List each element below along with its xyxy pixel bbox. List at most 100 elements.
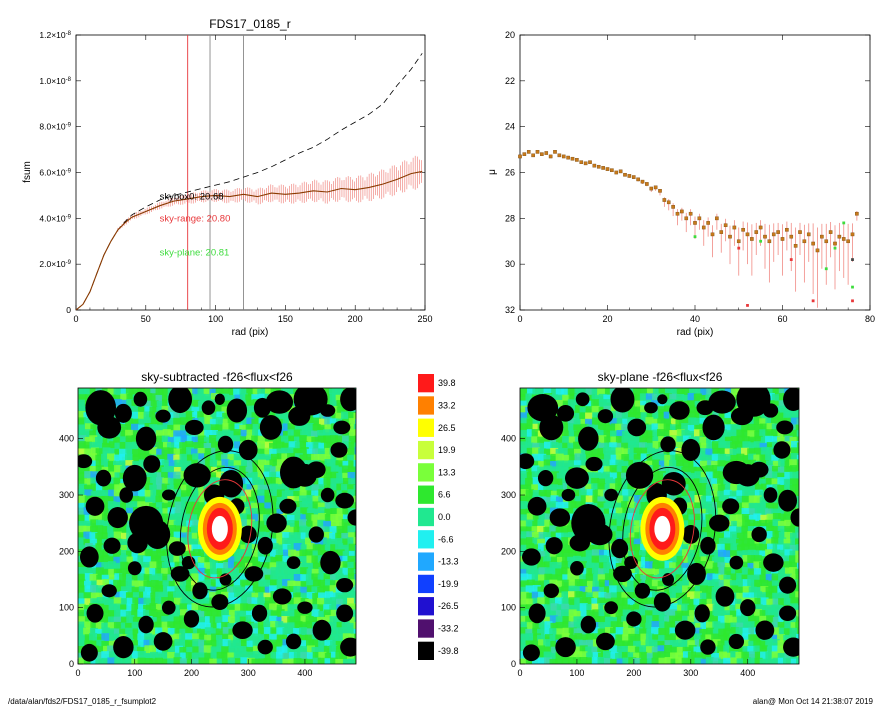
noise-pixel: [621, 477, 630, 486]
noise-pixel: [586, 639, 595, 648]
noise-pixel: [772, 634, 781, 643]
noise-pixel: [90, 592, 99, 601]
noise-pixel: [215, 579, 224, 588]
noise-pixel: [119, 628, 128, 637]
noise-pixel: [95, 454, 104, 463]
noise-pixel: [252, 477, 261, 486]
noise-pixel: [784, 453, 793, 462]
noise-pixel: [526, 543, 535, 552]
noise-pixel: [651, 657, 660, 664]
noise-pixel: [561, 586, 570, 595]
noise-pixel: [772, 400, 781, 409]
noise-pixel: [729, 598, 738, 607]
noise-pixel: [687, 400, 696, 409]
noise-pixel: [532, 562, 541, 571]
noise-pixel: [317, 454, 326, 463]
noise-pixel: [693, 466, 702, 475]
noise-pixel: [347, 484, 356, 493]
noise-pixel: [669, 609, 678, 618]
noise-pixel: [676, 604, 685, 613]
noise-pixel: [616, 615, 625, 624]
mu-x-tick-label: 40: [690, 314, 700, 324]
noise-pixel: [634, 502, 643, 511]
noise-pixel: [167, 627, 176, 636]
mu-point: [806, 232, 811, 237]
noise-pixel: [520, 598, 529, 607]
noise-pixel: [198, 657, 207, 664]
noise-pixel: [78, 424, 86, 433]
noise-pixel: [604, 477, 613, 486]
noise-pixel: [348, 586, 356, 595]
noise-pixel: [777, 621, 786, 630]
noise-pixel: [592, 424, 601, 433]
noise-pixel: [125, 507, 134, 516]
noise-pixel: [544, 519, 553, 528]
noise-pixel: [627, 513, 636, 522]
noise-pixel: [741, 436, 750, 445]
noise-pixel: [645, 633, 654, 642]
noise-pixel: [293, 580, 302, 589]
noise-pixel: [597, 453, 606, 462]
noise-pixel: [353, 412, 356, 421]
noise-pixel: [125, 441, 134, 450]
noise-pixel: [299, 627, 308, 636]
noise-pixel: [162, 423, 171, 432]
noise-pixel: [149, 447, 158, 456]
masked-star: [736, 388, 771, 417]
noise-pixel: [203, 388, 212, 397]
noise-pixel: [627, 652, 636, 661]
noise-pixel: [603, 550, 612, 559]
noise-pixel: [114, 465, 123, 474]
noise-pixel: [544, 567, 553, 576]
noise-pixel: [736, 435, 745, 444]
noise-pixel: [179, 591, 188, 600]
mu-point: [583, 161, 588, 166]
noise-pixel: [162, 454, 171, 463]
noise-pixel: [113, 460, 122, 469]
masked-star: [694, 604, 710, 623]
noise-pixel: [616, 640, 625, 649]
noise-pixel: [621, 411, 630, 420]
noise-pixel: [556, 484, 565, 493]
mu-point: [526, 150, 531, 154]
noise-pixel: [251, 496, 260, 505]
noise-pixel: [174, 604, 183, 613]
noise-pixel: [741, 447, 750, 456]
noise-pixel: [796, 502, 799, 511]
noise-pixel: [784, 561, 793, 570]
mu-point: [662, 198, 667, 202]
noise-pixel: [89, 466, 98, 475]
noise-pixel: [161, 658, 170, 664]
noise-pixel: [198, 646, 207, 655]
noise-pixel: [669, 627, 678, 636]
noise-pixel: [227, 622, 236, 631]
noise-pixel: [597, 628, 606, 637]
noise-pixel: [84, 489, 93, 498]
noise-pixel: [700, 526, 709, 535]
noise-pixel: [167, 525, 176, 534]
noise-pixel: [198, 549, 207, 558]
galaxy-core-white: [654, 515, 671, 542]
noise-pixel: [687, 604, 696, 613]
noise-pixel: [161, 435, 170, 444]
noise-pixel: [754, 502, 763, 511]
noise-pixel: [353, 597, 356, 606]
noise-pixel: [532, 388, 541, 397]
noise-pixel: [204, 657, 213, 664]
noise-pixel: [676, 393, 685, 402]
noise-pixel: [645, 597, 654, 606]
noise-pixel: [179, 634, 188, 643]
noise-pixel: [90, 460, 99, 469]
noise-pixel: [771, 454, 780, 463]
masked-star: [86, 603, 104, 623]
noise-pixel: [676, 429, 685, 438]
noise-pixel: [699, 454, 708, 463]
noise-pixel: [227, 640, 236, 649]
noise-pixel: [532, 597, 541, 606]
noise-pixel: [603, 471, 612, 480]
noise-pixel: [293, 507, 302, 516]
masked-star: [569, 534, 591, 552]
noise-pixel: [287, 622, 296, 631]
noise-pixel: [717, 490, 726, 499]
mu-point: [666, 200, 671, 205]
